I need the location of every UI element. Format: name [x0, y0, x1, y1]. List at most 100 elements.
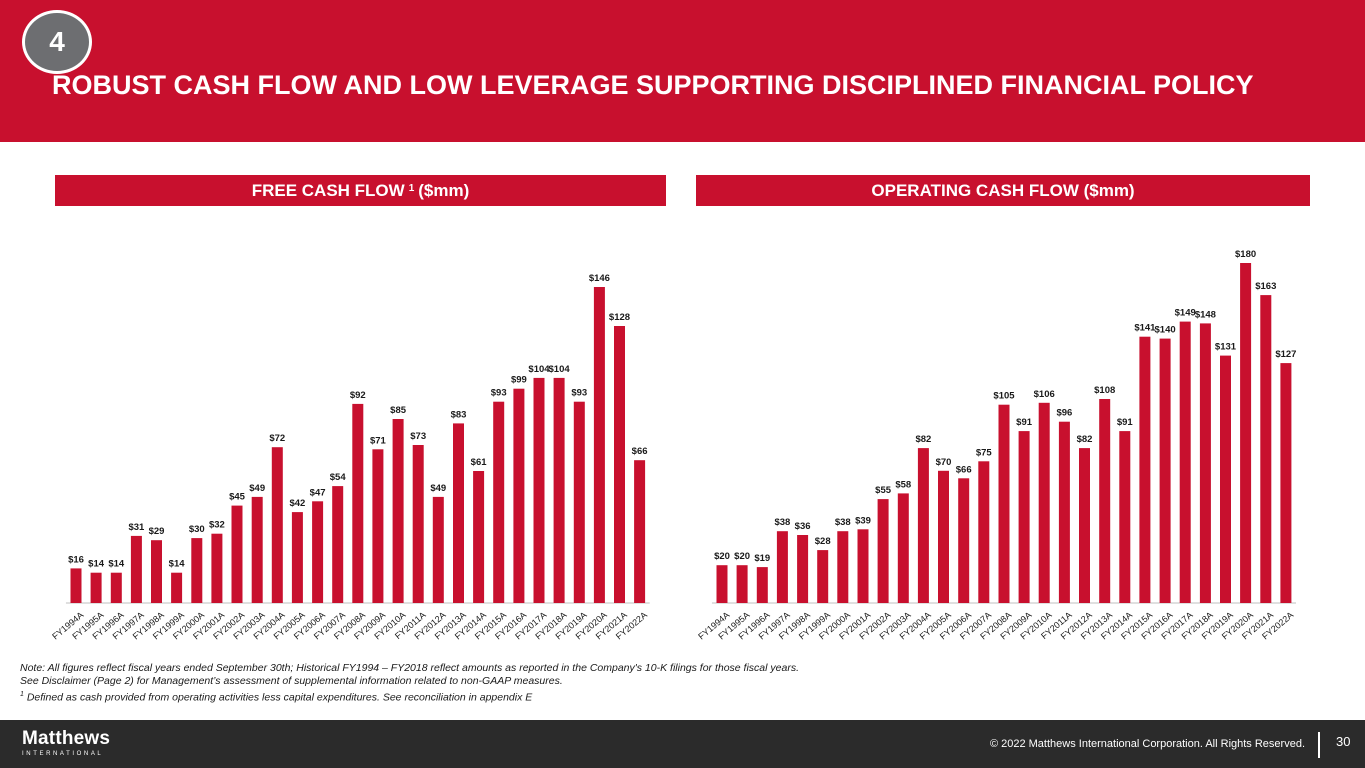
fcf-bar-value-label: $45 — [229, 492, 246, 503]
fcf-bar-value-label: $146 — [589, 273, 610, 284]
ocf-bar-value-label: $148 — [1195, 309, 1216, 320]
fcf-bar-value-label: $92 — [350, 390, 366, 401]
ocf-chart-title: OPERATING CASH FLOW ($mm) — [871, 180, 1135, 200]
ocf-bar-value-label: $127 — [1275, 349, 1296, 360]
ocf-bar-value-label: $38 — [774, 517, 790, 528]
fcf-bar — [634, 460, 646, 603]
ocf-bar-value-label: $140 — [1155, 325, 1176, 336]
ocf-bar — [1079, 448, 1090, 603]
ocf-bar-value-label: $58 — [895, 479, 911, 490]
ocf-bar-value-label: $105 — [993, 391, 1015, 402]
ocf-bar — [1179, 321, 1191, 603]
ocf-bar — [716, 565, 728, 603]
ocf-bar — [1099, 399, 1111, 603]
note-fcf-definition: 1 Defined as cash provided from operatin… — [20, 688, 920, 705]
fcf-bar — [432, 496, 444, 603]
ocf-bar-value-label: $19 — [754, 553, 770, 564]
copyright-text: © 2022 Matthews International Corporatio… — [989, 738, 1305, 750]
fcf-bar-value-label: $93 — [491, 388, 507, 399]
fcf-bar — [110, 572, 122, 603]
fcf-bar-value-label: $73 — [410, 431, 426, 442]
ocf-bar — [1240, 263, 1252, 603]
ocf-bar-value-label: $82 — [915, 434, 931, 445]
fcf-bar — [231, 505, 243, 603]
fcf-bar-value-label: $42 — [289, 498, 305, 509]
ocf-bar-value-label: $91 — [1117, 417, 1134, 428]
fcf-bar — [130, 535, 142, 603]
fcf-bar-value-label: $47 — [310, 487, 326, 498]
fcf-bar — [573, 401, 585, 603]
fcf-bar-value-label: $14 — [169, 559, 186, 570]
fcf-footnote-marker: 1 — [408, 183, 415, 194]
fcf-bar-value-label: $93 — [571, 388, 587, 399]
charts-canvas: $16FY1994A$14FY1995A$14FY1996A$31FY1997A… — [50, 249, 1296, 642]
ocf-bar-value-label: $131 — [1215, 342, 1237, 353]
fcf-bar — [593, 287, 605, 603]
fcf-bar-value-label: $32 — [209, 520, 225, 531]
fcf-bar-value-label: $29 — [149, 526, 165, 537]
fcf-bar-value-label: $31 — [128, 522, 145, 533]
fcf-chart-header: FREE CASH FLOW 1 ($mm) — [55, 175, 666, 206]
fcf-bar-value-label: $49 — [249, 483, 265, 494]
fcf-bar — [614, 326, 625, 603]
header-banner: 4 ROBUST CASH FLOW AND LOW LEVERAGE SUPP… — [0, 0, 1365, 142]
fcf-bar — [493, 401, 505, 603]
fcf-bar — [352, 403, 364, 603]
fcf-bar-value-label: $30 — [189, 524, 205, 535]
footer-bar: Matthews INTERNATIONAL © 2022 Matthews I… — [0, 720, 1365, 768]
fcf-bar-value-label: $54 — [330, 472, 347, 483]
ocf-bar-value-label: $91 — [1016, 417, 1033, 428]
ocf-bar-value-label: $149 — [1175, 308, 1196, 319]
fcf-bar — [412, 445, 424, 603]
ocf-bar — [736, 565, 748, 603]
ocf-bar-value-label: $106 — [1034, 389, 1055, 400]
ocf-bar-value-label: $82 — [1077, 434, 1093, 445]
ocf-bar-value-label: $36 — [795, 521, 811, 532]
ocf-bar — [817, 550, 829, 603]
fcf-bar-value-label: $85 — [390, 405, 407, 416]
ocf-bar — [1058, 421, 1070, 603]
ocf-bar-value-label: $108 — [1094, 385, 1115, 396]
ocf-bar — [837, 531, 849, 603]
fcf-bar-value-label: $99 — [511, 375, 527, 386]
fcf-bar-value-label: $83 — [451, 409, 467, 420]
fcf-bar — [211, 533, 223, 603]
ocf-bar-value-label: $28 — [815, 536, 831, 547]
fcf-bar-value-label: $14 — [88, 559, 105, 570]
fcf-chart-unit: ($mm) — [418, 180, 470, 200]
ocf-bar-value-label: $180 — [1235, 249, 1256, 260]
logo-subtitle: INTERNATIONAL — [22, 751, 104, 757]
ocf-bar — [978, 461, 990, 603]
section-badge: 4 — [22, 10, 92, 74]
page-title: ROBUST CASH FLOW AND LOW LEVERAGE SUPPOR… — [52, 70, 1254, 100]
ocf-bar — [1038, 402, 1050, 603]
ocf-bar — [797, 535, 809, 603]
ocf-bar — [1199, 323, 1211, 603]
note-fcf-text: Defined as cash provided from operating … — [23, 691, 533, 704]
note-fiscal-years: Note: All figures reflect fiscal years e… — [20, 662, 799, 674]
ocf-bar — [1280, 363, 1292, 603]
ocf-bar-value-label: $39 — [855, 515, 871, 526]
fcf-bar — [392, 419, 404, 603]
ocf-bar — [1159, 338, 1171, 603]
fcf-bar — [151, 540, 162, 603]
ocf-bar — [998, 404, 1010, 603]
ocf-bar — [917, 448, 929, 603]
ocf-bar — [938, 470, 949, 603]
ocf-bar — [897, 493, 909, 603]
fcf-bar — [251, 496, 263, 603]
fcf-bar — [533, 377, 545, 603]
fcf-bar — [372, 449, 384, 603]
fcf-bar-value-label: $128 — [609, 312, 630, 323]
ocf-bar — [1018, 431, 1030, 603]
ocf-bar-value-label: $141 — [1134, 323, 1156, 334]
fcf-bar-value-label: $104 — [549, 364, 571, 375]
fcf-bar — [553, 377, 565, 603]
page-number: 30 — [1336, 734, 1351, 749]
ocf-bar-value-label: $20 — [714, 551, 730, 562]
ocf-bar — [857, 529, 869, 603]
ocf-chart-header: OPERATING CASH FLOW ($mm) — [696, 175, 1310, 206]
ocf-bar — [1220, 355, 1231, 603]
ocf-bar-value-label: $20 — [734, 551, 750, 562]
ocf-bar-value-label: $66 — [956, 464, 972, 475]
